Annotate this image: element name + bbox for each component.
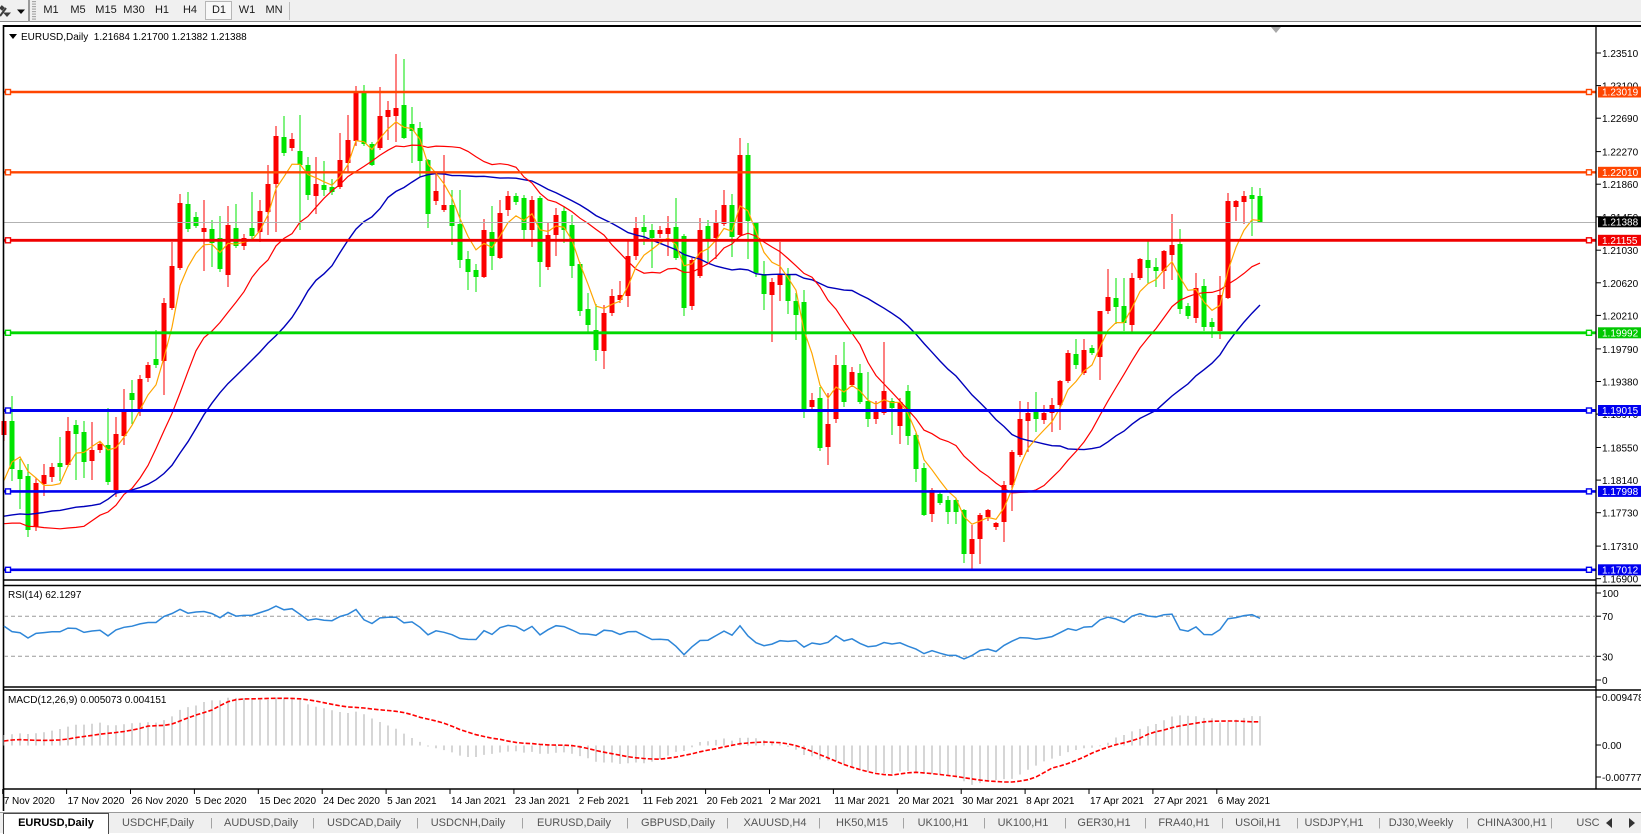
svg-text:30 Mar 2021: 30 Mar 2021 bbox=[962, 796, 1019, 807]
svg-text:1.21388: 1.21388 bbox=[1602, 217, 1639, 228]
svg-text:1.19790: 1.19790 bbox=[1602, 345, 1639, 356]
svg-text:0.009478: 0.009478 bbox=[1602, 693, 1641, 704]
svg-text:1.21860: 1.21860 bbox=[1602, 180, 1639, 191]
svg-text:1.17730: 1.17730 bbox=[1602, 509, 1639, 520]
svg-text:1.17310: 1.17310 bbox=[1602, 542, 1639, 553]
svg-text:RSI(14) 62.1297: RSI(14) 62.1297 bbox=[8, 590, 82, 601]
svg-text:7 Nov 2020: 7 Nov 2020 bbox=[4, 796, 56, 807]
svg-text:11 Mar 2021: 11 Mar 2021 bbox=[834, 796, 890, 807]
svg-text:15 Dec 2020: 15 Dec 2020 bbox=[259, 796, 316, 807]
svg-text:1.21030: 1.21030 bbox=[1602, 246, 1639, 257]
svg-text:1.22270: 1.22270 bbox=[1602, 148, 1639, 159]
svg-text:1.18550: 1.18550 bbox=[1602, 444, 1639, 455]
svg-text:1.20620: 1.20620 bbox=[1602, 279, 1639, 290]
svg-text:20 Mar 2021: 20 Mar 2021 bbox=[898, 796, 955, 807]
svg-text:1.22010: 1.22010 bbox=[1602, 168, 1639, 179]
svg-text:-0.007778: -0.007778 bbox=[1602, 773, 1641, 784]
svg-text:5 Dec 2020: 5 Dec 2020 bbox=[195, 796, 247, 807]
svg-text:24 Dec 2020: 24 Dec 2020 bbox=[323, 796, 380, 807]
svg-text:23 Jan 2021: 23 Jan 2021 bbox=[515, 796, 570, 807]
svg-text:0.00: 0.00 bbox=[1602, 741, 1622, 752]
svg-text:20 Feb 2021: 20 Feb 2021 bbox=[707, 796, 764, 807]
svg-text:0: 0 bbox=[1602, 676, 1608, 687]
svg-text:2 Feb 2021: 2 Feb 2021 bbox=[579, 796, 630, 807]
svg-text:5 Jan 2021: 5 Jan 2021 bbox=[387, 796, 437, 807]
svg-text:17 Apr 2021: 17 Apr 2021 bbox=[1090, 796, 1144, 807]
svg-text:100: 100 bbox=[1602, 589, 1619, 600]
svg-text:1.19380: 1.19380 bbox=[1602, 378, 1639, 389]
svg-text:EURUSD,Daily 1.21684 1.21700: EURUSD,Daily 1.21684 1.21700 1.21382 1.2… bbox=[21, 32, 247, 43]
svg-text:14 Jan 2021: 14 Jan 2021 bbox=[451, 796, 506, 807]
svg-text:1.18140: 1.18140 bbox=[1602, 476, 1639, 487]
svg-text:1.20210: 1.20210 bbox=[1602, 311, 1639, 322]
svg-text:1.16900: 1.16900 bbox=[1602, 575, 1639, 586]
svg-text:1.17012: 1.17012 bbox=[1602, 565, 1639, 576]
svg-text:1.19992: 1.19992 bbox=[1602, 328, 1639, 339]
svg-text:1.19015: 1.19015 bbox=[1602, 406, 1639, 417]
svg-text:26 Nov 2020: 26 Nov 2020 bbox=[132, 796, 189, 807]
svg-text:11 Feb 2021: 11 Feb 2021 bbox=[643, 796, 699, 807]
svg-text:1.22690: 1.22690 bbox=[1602, 114, 1639, 125]
svg-text:1.21155: 1.21155 bbox=[1602, 236, 1638, 247]
svg-text:1.23510: 1.23510 bbox=[1602, 49, 1639, 60]
svg-text:8 Apr 2021: 8 Apr 2021 bbox=[1026, 796, 1075, 807]
svg-text:2 Mar 2021: 2 Mar 2021 bbox=[771, 796, 822, 807]
svg-text:6 May 2021: 6 May 2021 bbox=[1218, 796, 1271, 807]
svg-text:30: 30 bbox=[1602, 652, 1614, 663]
svg-text:17 Nov 2020: 17 Nov 2020 bbox=[68, 796, 125, 807]
svg-text:70: 70 bbox=[1602, 612, 1614, 623]
svg-text:1.17998: 1.17998 bbox=[1602, 487, 1639, 498]
svg-text:1.23019: 1.23019 bbox=[1602, 88, 1639, 99]
svg-text:MACD(12,26,9) 0.005073 0.00415: MACD(12,26,9) 0.005073 0.004151 bbox=[8, 695, 167, 706]
svg-text:27 Apr 2021: 27 Apr 2021 bbox=[1154, 796, 1208, 807]
